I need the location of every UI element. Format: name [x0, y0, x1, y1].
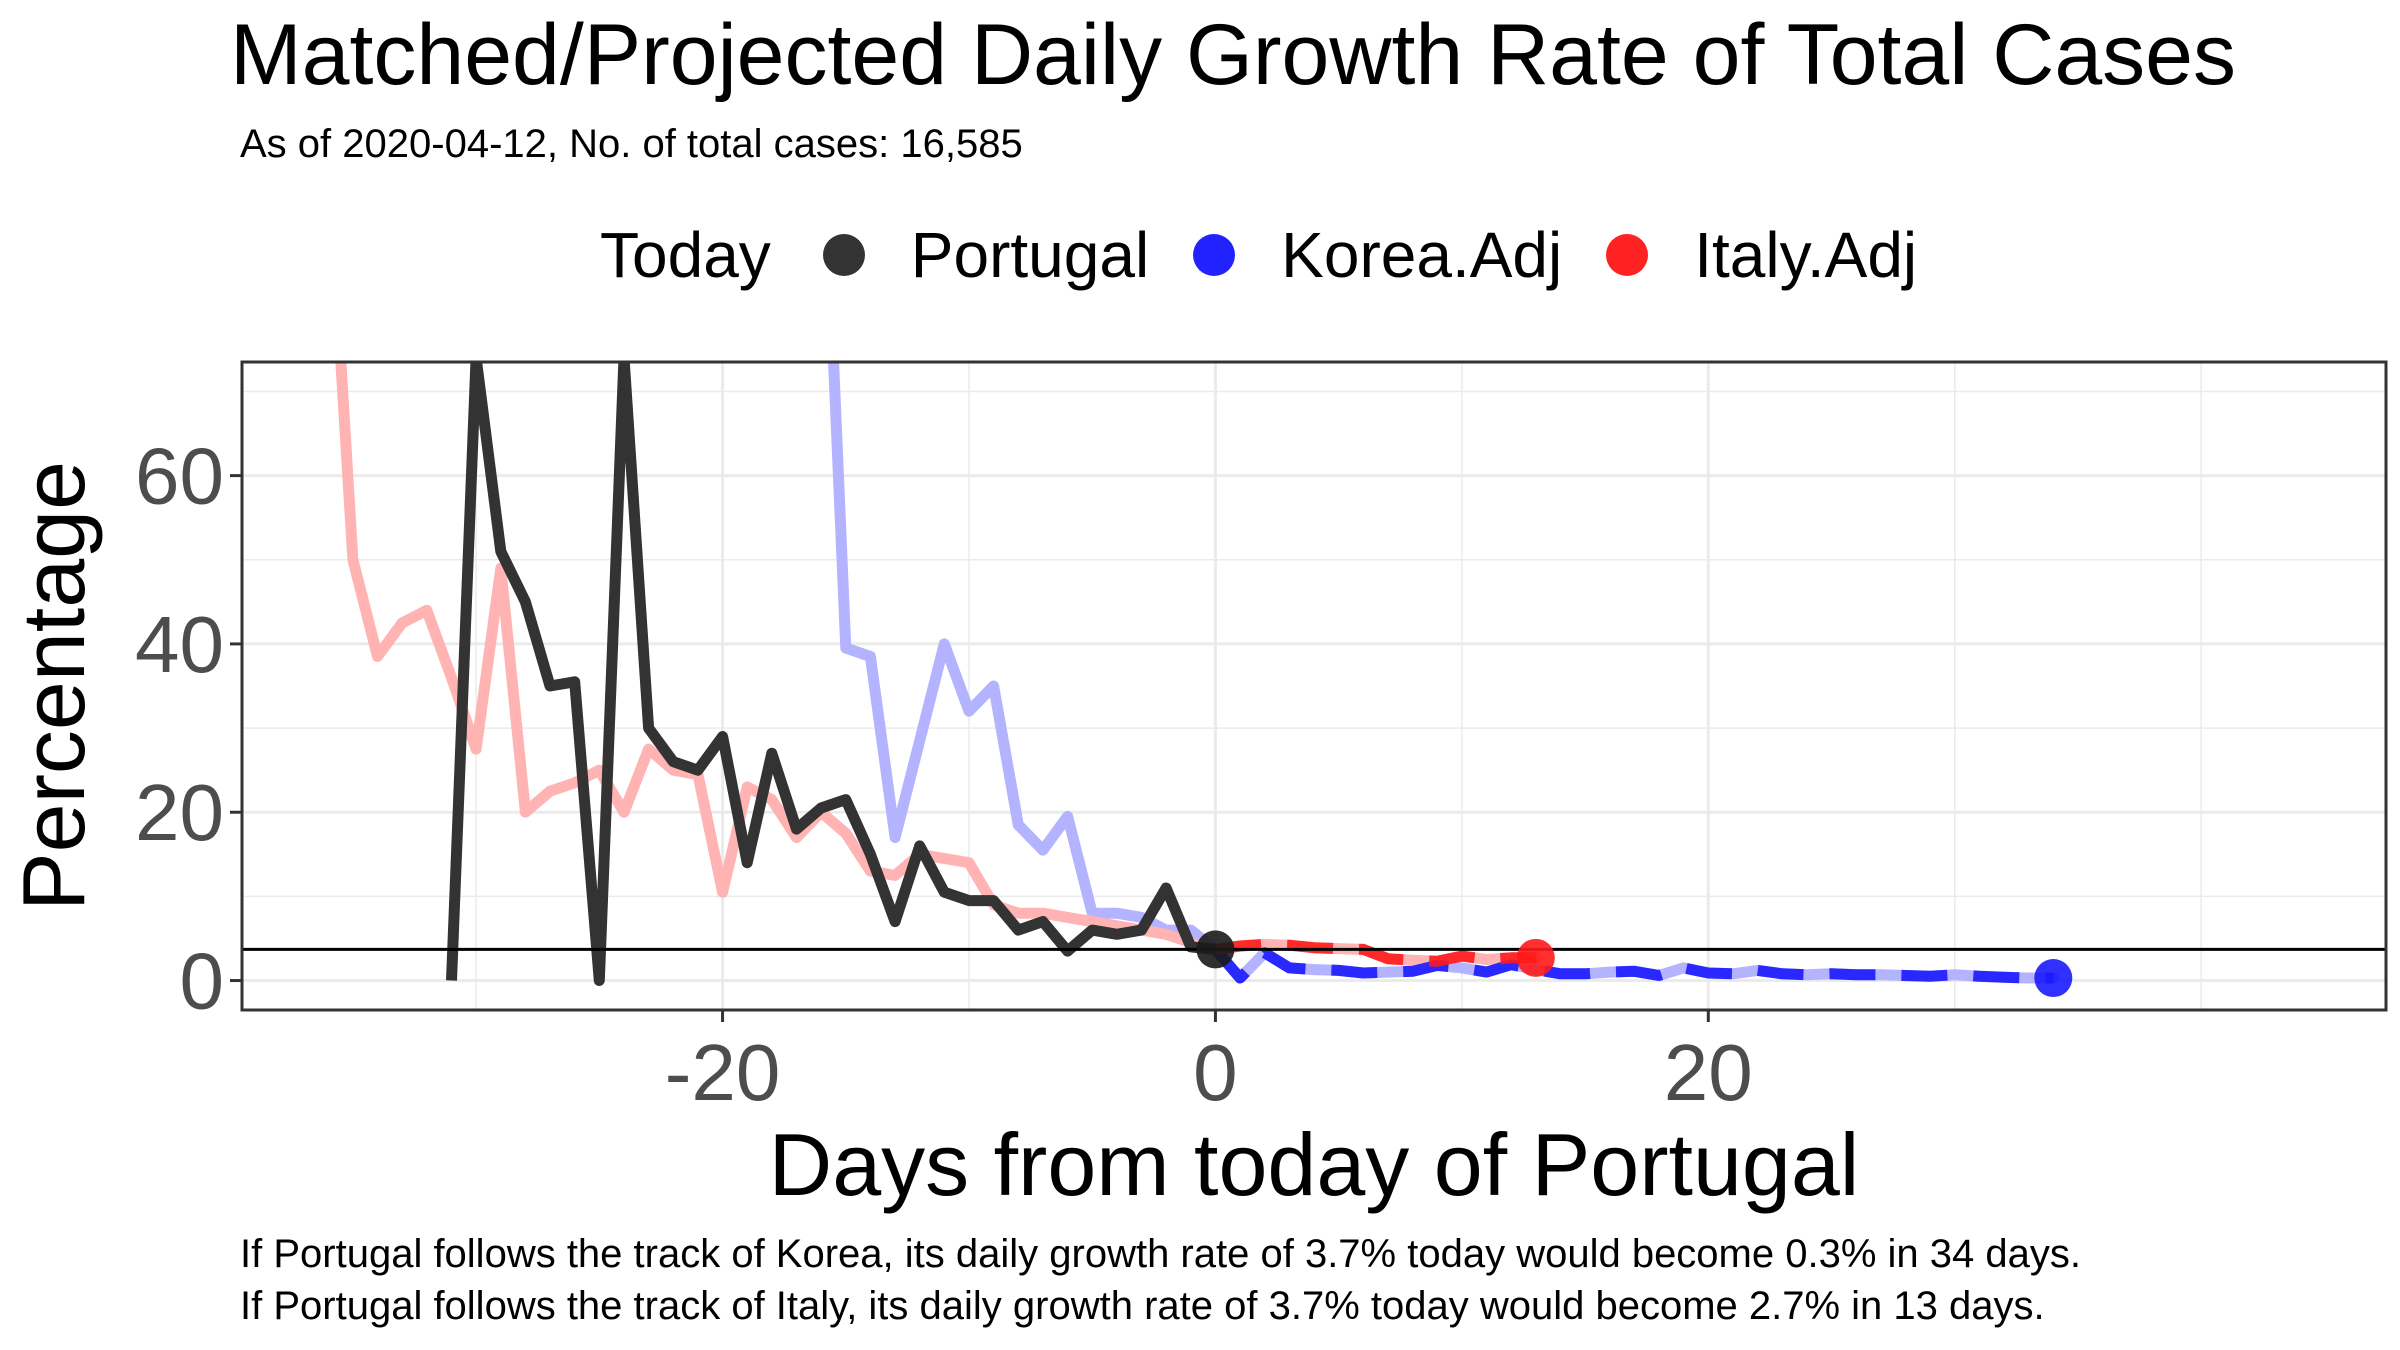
legend-item-italy: Italy.Adj: [1606, 218, 1917, 292]
legend-title: Today: [600, 219, 771, 291]
legend-dot-italy: [1606, 234, 1649, 276]
legend-label-korea: Korea.Adj: [1281, 219, 1563, 291]
today-point-italy-adj: [1516, 938, 1555, 977]
legend-dot-portugal: [822, 234, 865, 276]
caption-korea: If Portugal follows the track of Korea, …: [240, 1232, 2081, 1276]
line-chart: -20 0 20 0 20 40 60 Days from today of Portugal…: [4, 360, 2388, 1214]
projection-line-italy-adj: [1214, 938, 1536, 967]
x-axis-title: Days from today of Portugal: [769, 1115, 1860, 1214]
caption-italy: If Portugal follows the track of Italy, …: [240, 1284, 2045, 1328]
y-tick-label: 20: [135, 768, 224, 857]
x-tick-label: 0: [1193, 1028, 1238, 1117]
y-tick-label: 60: [135, 432, 224, 521]
legend-label-portugal: Portugal: [910, 219, 1150, 291]
series-line-portugal: [446, 362, 1216, 986]
chart-subtitle: As of 2020-04-12, No. of total cases: 16…: [240, 122, 1023, 166]
projection-line-korea-adj: [1211, 945, 2054, 984]
legend-dot-korea: [1193, 234, 1236, 276]
plot-border: [240, 360, 2388, 1012]
legend-item-portugal: Portugal: [822, 218, 1150, 292]
y-tick-label: 0: [180, 937, 225, 1026]
legend-item-korea: Korea.Adj: [1193, 218, 1562, 292]
today-point-portugal: [1196, 930, 1235, 969]
legend-label-italy: Italy.Adj: [1694, 219, 1918, 291]
legend: Today Portugal Korea.Adj Italy.Adj: [600, 215, 1961, 295]
y-axis-title: Percentage: [4, 461, 103, 911]
today-point-korea-adj: [2034, 959, 2073, 998]
x-tick-label: -20: [665, 1028, 781, 1117]
chart-title: Matched/Projected Daily Growth Rate of T…: [230, 7, 2237, 103]
x-tick-label: 20: [1664, 1028, 1753, 1117]
y-tick-label: 40: [135, 600, 224, 689]
